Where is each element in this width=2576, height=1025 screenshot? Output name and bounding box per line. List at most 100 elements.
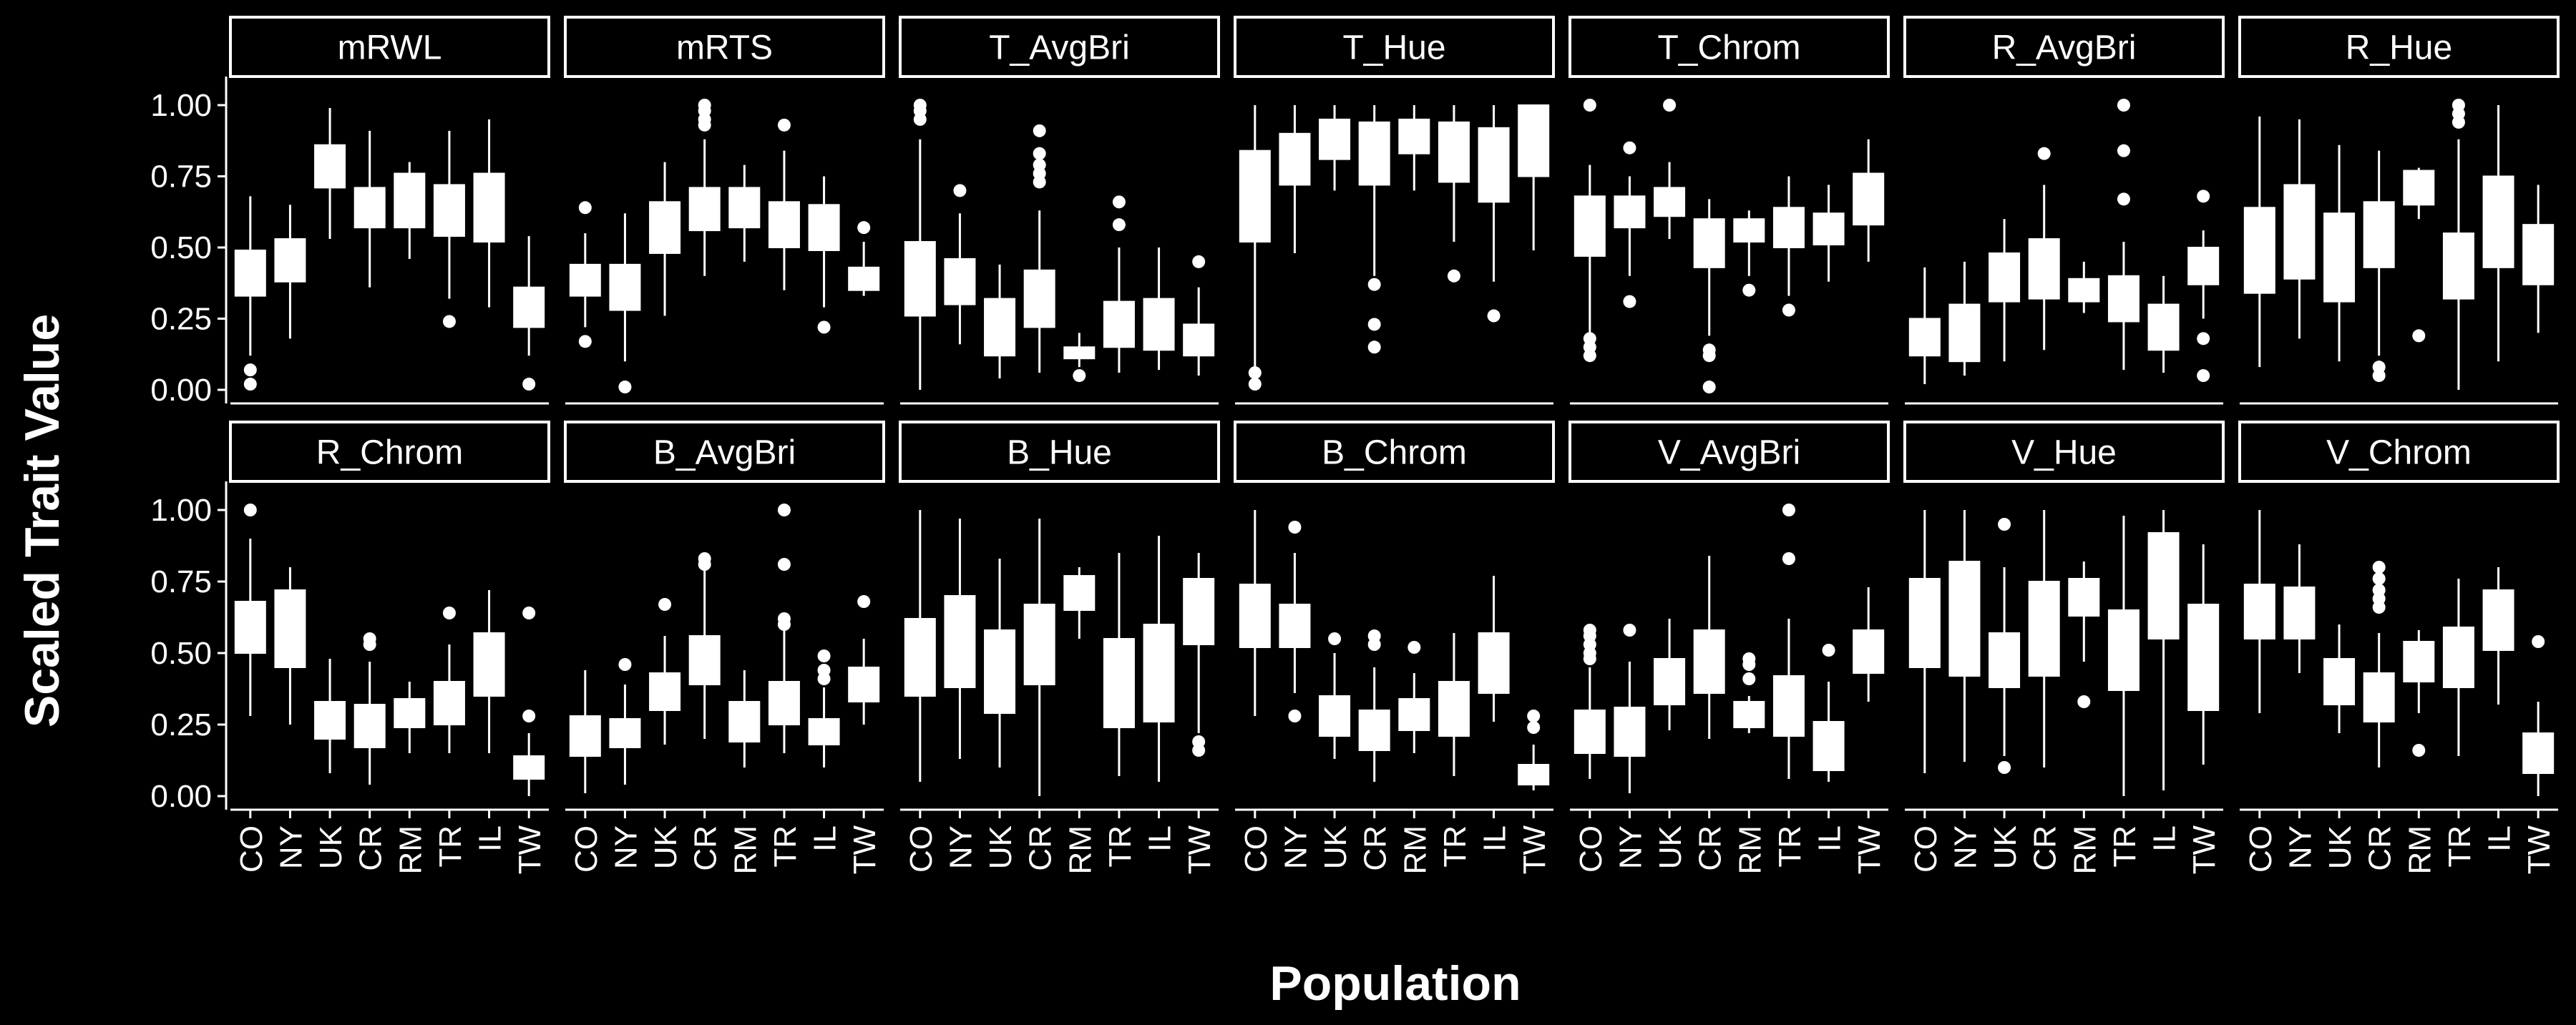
iqr-box bbox=[2363, 672, 2395, 722]
box-tw bbox=[2522, 185, 2555, 333]
box-uk bbox=[1319, 105, 1351, 191]
panel-title: R_Hue bbox=[2346, 29, 2452, 67]
iqr-box bbox=[1398, 118, 1430, 155]
iqr-box bbox=[1103, 638, 1135, 728]
x-tick-label: IL bbox=[1813, 825, 1848, 852]
box-rm bbox=[1063, 333, 1096, 383]
x-tick-label: CO bbox=[1908, 825, 1943, 873]
x-tick-label: CO bbox=[2243, 825, 2278, 873]
panel-title: R_AvgBri bbox=[1992, 29, 2137, 67]
iqr-box bbox=[353, 704, 386, 748]
outlier-point bbox=[1623, 624, 1636, 637]
iqr-box bbox=[314, 701, 346, 740]
outlier-point bbox=[1192, 744, 1206, 757]
x-tick-label: RM bbox=[1732, 825, 1767, 874]
box-tr bbox=[1772, 504, 1805, 779]
iqr-box bbox=[274, 589, 306, 668]
box-co bbox=[1574, 624, 1606, 779]
outlier-point bbox=[1288, 521, 1302, 534]
outlier-point bbox=[1033, 147, 1046, 160]
x-tick-label: NY bbox=[1278, 825, 1313, 869]
panel: V_Hue CO NY UK CR RM TR IL TW bbox=[1903, 421, 2225, 874]
panel-strip bbox=[1568, 421, 1890, 483]
box-ny bbox=[609, 213, 641, 394]
iqr-box bbox=[1183, 323, 1215, 357]
panel-strip bbox=[899, 16, 1220, 78]
box-il bbox=[2482, 567, 2514, 705]
x-tick-label: UK bbox=[2323, 825, 2358, 869]
panel-title: V_Chrom bbox=[2326, 434, 2472, 472]
outlier-point bbox=[1527, 710, 1541, 722]
outlier-point bbox=[1742, 283, 1756, 297]
iqr-box bbox=[2363, 201, 2395, 268]
x-tick-label: UK bbox=[1988, 825, 2023, 869]
iqr-box bbox=[808, 204, 840, 251]
iqr-box bbox=[1948, 561, 1981, 677]
box-cr bbox=[353, 632, 386, 785]
box-il bbox=[808, 176, 840, 334]
iqr-box bbox=[1989, 252, 2021, 303]
iqr-box bbox=[2068, 578, 2100, 617]
outlier-point bbox=[2197, 190, 2210, 203]
iqr-box bbox=[649, 201, 681, 254]
outlier-point bbox=[2372, 572, 2386, 585]
box-cr bbox=[1023, 124, 1055, 373]
outlier-point bbox=[442, 315, 456, 328]
iqr-box bbox=[944, 258, 976, 305]
x-tick-label: NY bbox=[273, 825, 308, 869]
panel-strip bbox=[1568, 16, 1890, 78]
box-rm bbox=[728, 165, 761, 262]
x-tick-label: TR bbox=[1438, 825, 1473, 868]
iqr-box bbox=[2107, 609, 2140, 691]
outlier-point bbox=[1367, 340, 1381, 354]
box-tr bbox=[768, 504, 800, 753]
iqr-box bbox=[1358, 121, 1390, 186]
box-il bbox=[1143, 247, 1175, 371]
box-rm bbox=[2068, 261, 2100, 313]
x-tick-label: RM bbox=[2402, 825, 2437, 874]
x-tick-label: IL bbox=[1143, 825, 1178, 852]
box-tr bbox=[433, 607, 465, 753]
iqr-box bbox=[768, 681, 800, 725]
box-uk bbox=[984, 559, 1016, 767]
panel-strip bbox=[564, 421, 885, 483]
outlier-point bbox=[2372, 561, 2386, 574]
iqr-box bbox=[2522, 224, 2555, 285]
box-il bbox=[1143, 536, 1175, 782]
outlier-point bbox=[1112, 195, 1126, 209]
panel: B_Chrom CO NY UK CR RM TR IL TW bbox=[1234, 421, 1555, 874]
outlier-point bbox=[1702, 349, 1716, 363]
outlier-point bbox=[1998, 761, 2011, 774]
iqr-box bbox=[1853, 629, 1885, 674]
iqr-box bbox=[2243, 584, 2275, 639]
iqr-box bbox=[1813, 212, 1845, 246]
iqr-box bbox=[1438, 121, 1470, 183]
box-uk bbox=[1989, 518, 2021, 774]
x-tick-label: CO bbox=[904, 825, 939, 873]
x-tick-label: CR bbox=[1693, 825, 1728, 871]
outlier-point bbox=[1623, 141, 1636, 155]
outlier-point bbox=[522, 378, 536, 391]
panel: T_Chrom bbox=[1568, 16, 1890, 405]
iqr-box bbox=[2283, 184, 2316, 280]
outlier-point bbox=[1407, 641, 1421, 654]
iqr-box bbox=[1239, 149, 1271, 243]
outlier-point bbox=[522, 710, 536, 722]
iqr-box bbox=[1478, 632, 1510, 694]
outlier-point bbox=[1288, 710, 1302, 722]
box-ny bbox=[1614, 141, 1646, 308]
iqr-box bbox=[2442, 627, 2474, 688]
iqr-box bbox=[1654, 187, 1686, 217]
iqr-box bbox=[1772, 675, 1805, 737]
y-tick-label: 1.00 bbox=[150, 88, 212, 123]
panel-strip bbox=[564, 16, 885, 78]
panel-strip bbox=[1903, 421, 2225, 483]
iqr-box bbox=[1143, 298, 1175, 351]
iqr-box bbox=[1948, 303, 1981, 363]
outlier-point bbox=[2412, 329, 2426, 343]
iqr-box bbox=[1143, 624, 1175, 722]
iqr-box bbox=[1518, 764, 1550, 785]
x-tick-label: TW bbox=[847, 825, 882, 875]
outlier-point bbox=[2372, 369, 2386, 383]
